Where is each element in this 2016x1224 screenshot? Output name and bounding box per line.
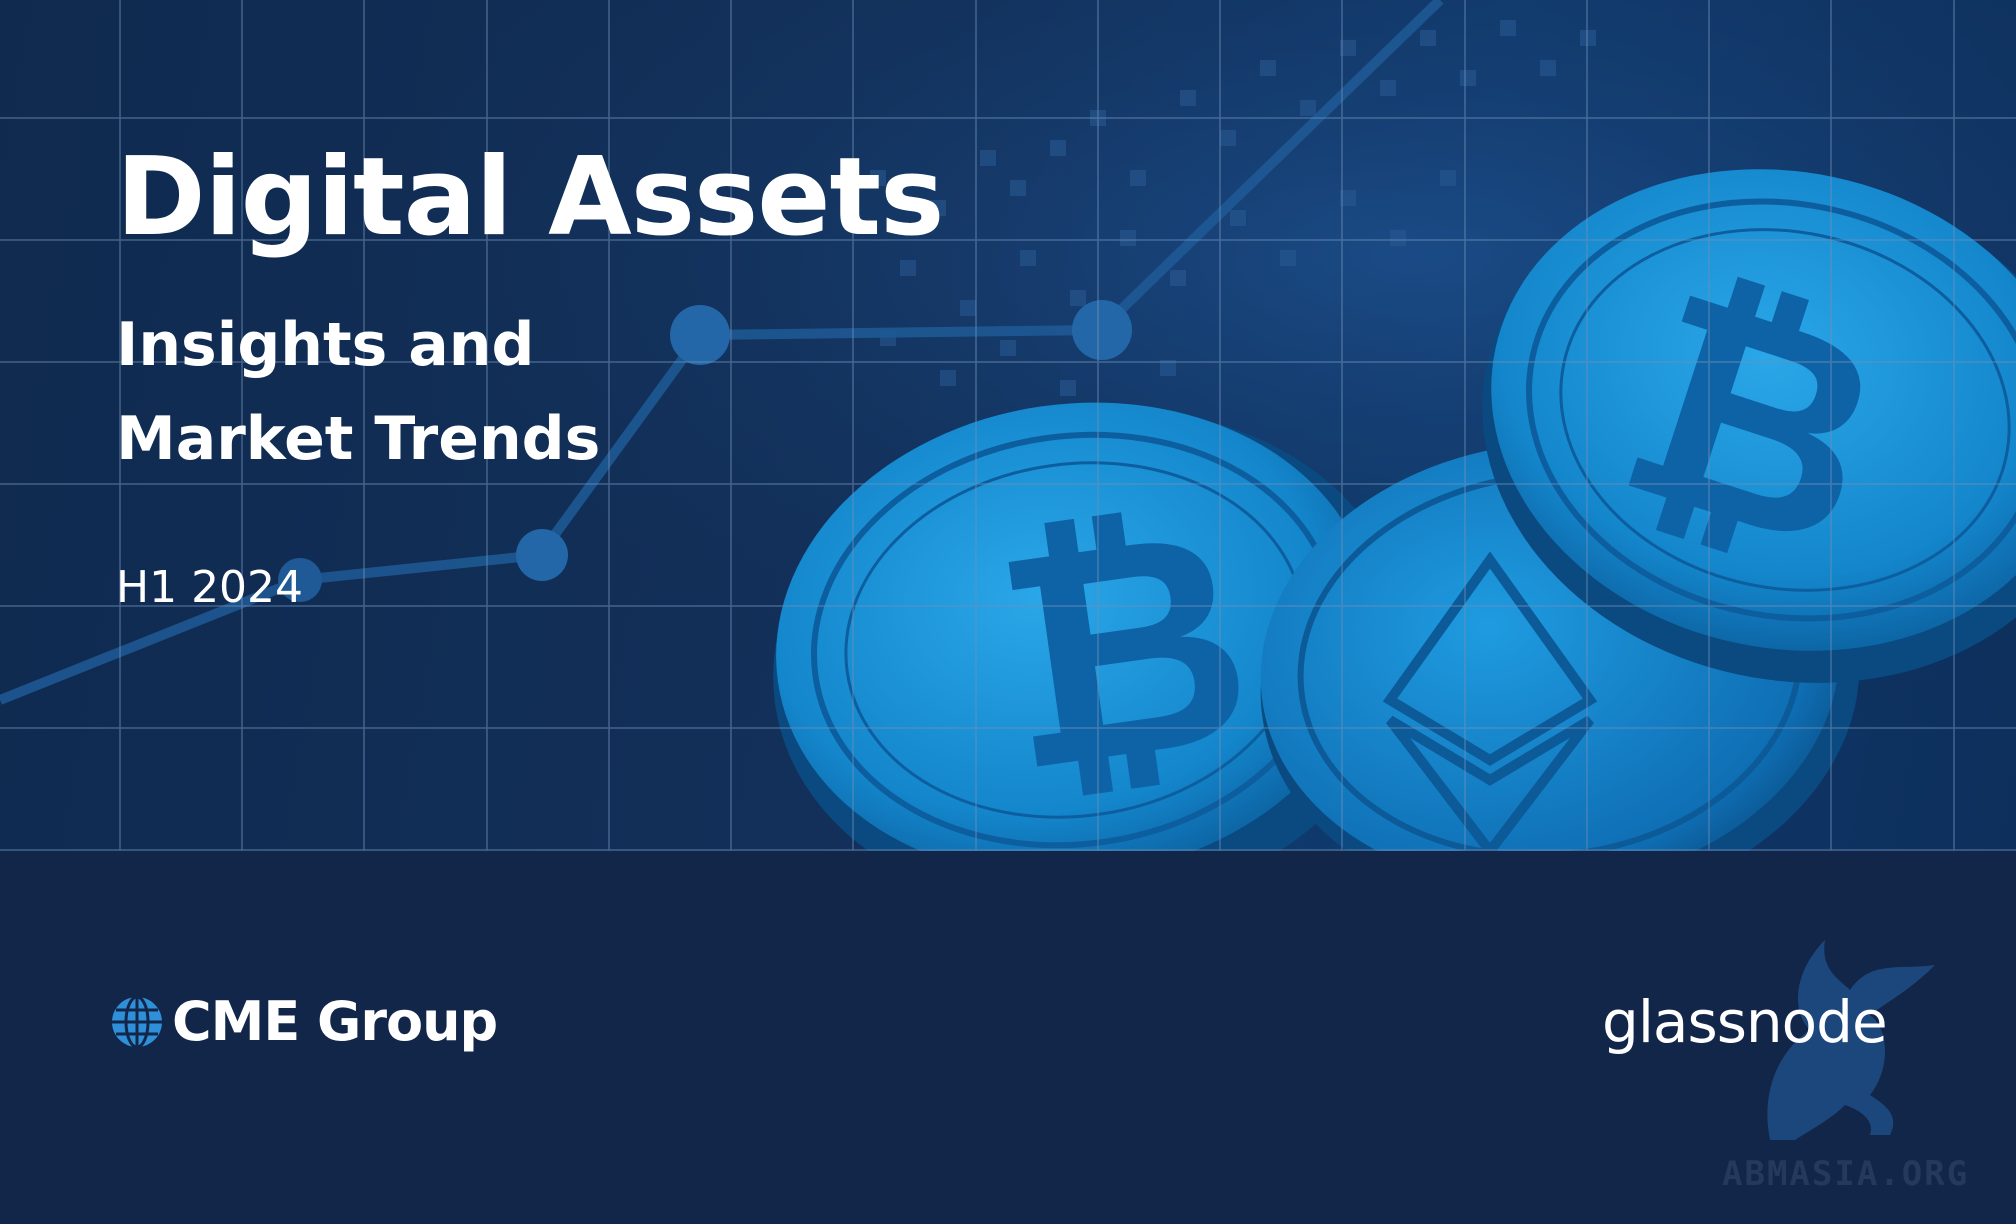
trend-line <box>0 0 1444 705</box>
report-period: H1 2024 <box>116 562 304 613</box>
grid-overlay <box>0 0 2016 851</box>
subtitle-line-1: Insights and <box>116 310 535 380</box>
footer-band <box>0 851 2016 1224</box>
data-pattern <box>840 20 1596 396</box>
report-subtitle: Insights and Market Trends <box>116 298 600 486</box>
svg-text:₿: ₿ <box>979 460 1270 840</box>
glassnode-wordmark: glassnode <box>1602 988 1888 1056</box>
crypto-coins-illustration: ₿ ₿ <box>0 0 2016 851</box>
hero-image: ₿ ₿ <box>0 0 2016 851</box>
griffin-emblem-icon <box>1767 940 1935 1140</box>
bitcoin-coin-large-icon: ₿ <box>1482 169 2016 683</box>
bitcoin-coin-icon: ₿ <box>773 402 1407 851</box>
report-title: Digital Assets <box>116 135 944 260</box>
cme-group-logo: CME Group <box>110 990 498 1053</box>
watermark-text: ABMASIA.ORG <box>1722 1154 1970 1194</box>
cme-group-wordmark: CME Group <box>172 990 498 1053</box>
subtitle-line-2: Market Trends <box>116 404 601 474</box>
globe-icon <box>112 995 162 1048</box>
